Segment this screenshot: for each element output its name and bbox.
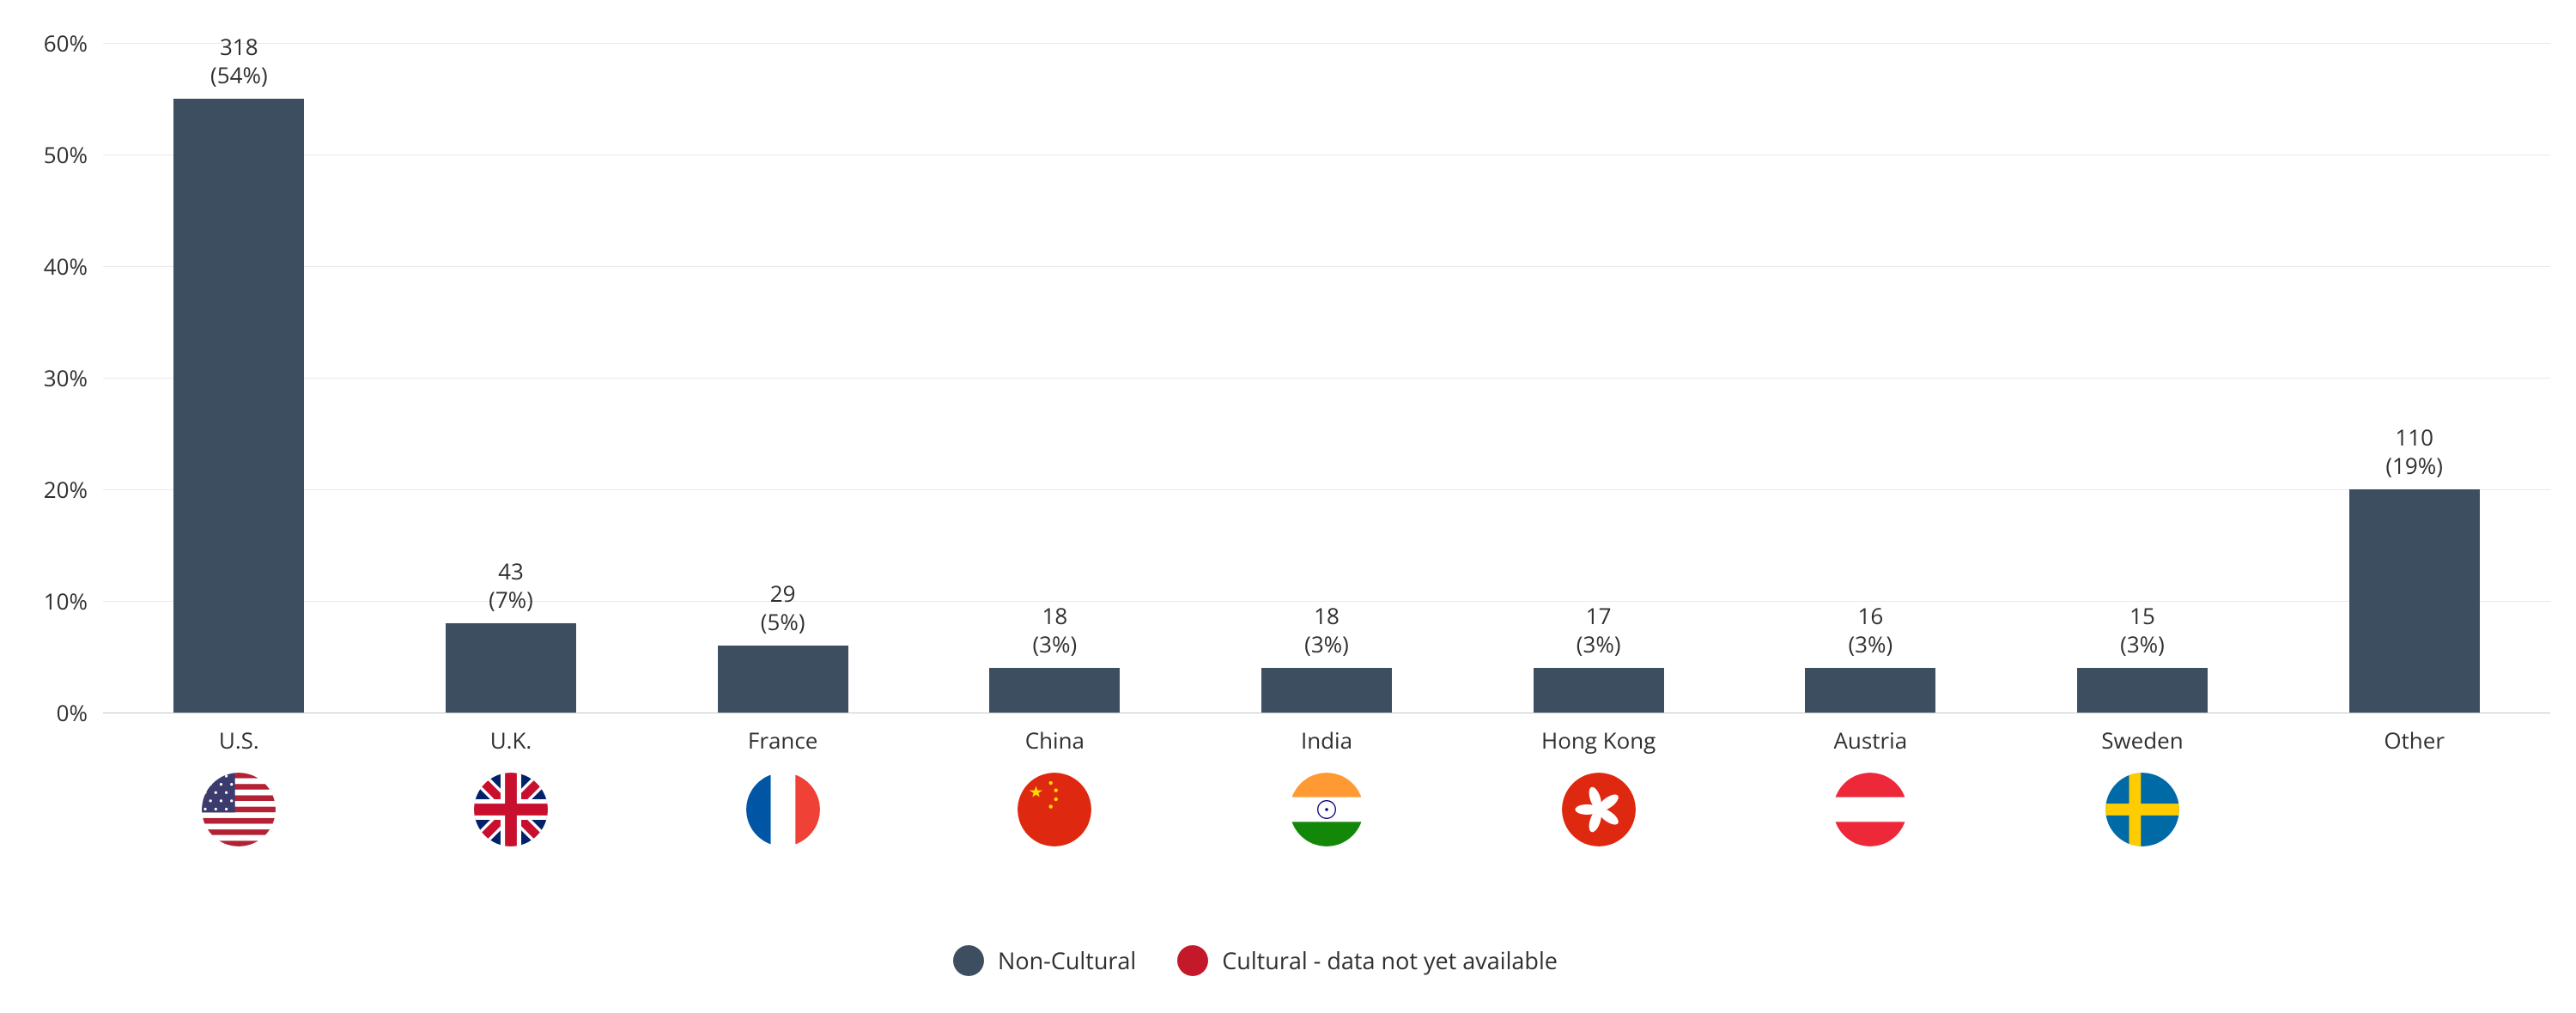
bar-value-label: 15(3%) (2120, 602, 2165, 658)
x-axis-tick-label: Hong Kong (1541, 713, 1656, 755)
gridline (103, 43, 2550, 44)
bar-value-label: 18(3%) (1032, 602, 1077, 658)
y-axis-tick-label: 20% (44, 474, 103, 505)
hk-flag-icon (1562, 773, 1636, 846)
cn-flag-icon (1018, 773, 1091, 846)
bar-value-label: 318(54%) (210, 33, 268, 88)
bar-value-label: 29(5%) (761, 579, 805, 635)
legend-swatch (1177, 945, 1208, 976)
bar (989, 668, 1120, 713)
plot-area: 0%10%20%30%40%50%60%318(54%)U.S.43(7%)U.… (103, 43, 2550, 713)
at-flag-icon (1833, 773, 1907, 846)
legend-label: Cultural - data not yet available (1222, 944, 1558, 976)
x-axis-tick-label: Other (2384, 713, 2445, 755)
gridline (103, 489, 2550, 490)
legend-label: Non-Cultural (998, 944, 1136, 976)
bar (173, 99, 304, 713)
y-axis-tick-label: 40% (44, 251, 103, 282)
chart-container: 0% 10% 20% 30% 40% 50% 60% 318(54%) U.S. 43(7%) U.… (0, 0, 2576, 1013)
bar (2077, 668, 2208, 713)
bar (2349, 489, 2480, 713)
bar-value-label: 17(3%) (1577, 602, 1621, 658)
fr-flag-icon (746, 773, 820, 846)
x-axis-tick-label: France (748, 713, 818, 755)
legend: Non-Cultural Cultural - data not yet avai… (953, 944, 1558, 976)
y-axis-tick-label: 30% (44, 362, 103, 393)
x-axis-tick-label: U.S. (219, 713, 259, 755)
gridline (103, 378, 2550, 379)
se-flag-icon (2105, 773, 2179, 846)
in-flag-icon (1290, 773, 1364, 846)
x-axis-tick-label: India (1301, 713, 1352, 755)
y-axis-tick-label: 50% (44, 139, 103, 170)
bar (446, 623, 576, 713)
gridline (103, 266, 2550, 267)
bar-value-label: 43(7%) (489, 557, 533, 613)
x-axis-tick-label: U.K. (490, 713, 532, 755)
y-axis-tick-label: 60% (44, 27, 103, 58)
legend-item: Cultural - data not yet available (1177, 944, 1558, 976)
bar-value-label: 110(19%) (2385, 423, 2443, 479)
y-axis-tick-label: 0% (57, 697, 103, 728)
x-axis-tick-label: Austria (1833, 713, 1907, 755)
y-axis-tick-label: 10% (44, 585, 103, 616)
bar (1534, 668, 1664, 713)
bar-value-label: 16(3%) (1848, 602, 1893, 658)
bar-value-label: 18(3%) (1304, 602, 1349, 658)
uk-flag-icon (474, 773, 548, 846)
legend-swatch (953, 945, 984, 976)
x-axis-tick-label: Sweden (2101, 713, 2183, 755)
bar (1261, 668, 1392, 713)
bar (1805, 668, 1935, 713)
legend-item: Non-Cultural (953, 944, 1136, 976)
x-axis-tick-label: China (1025, 713, 1084, 755)
us-flag-icon (202, 773, 276, 846)
bar (718, 646, 848, 713)
